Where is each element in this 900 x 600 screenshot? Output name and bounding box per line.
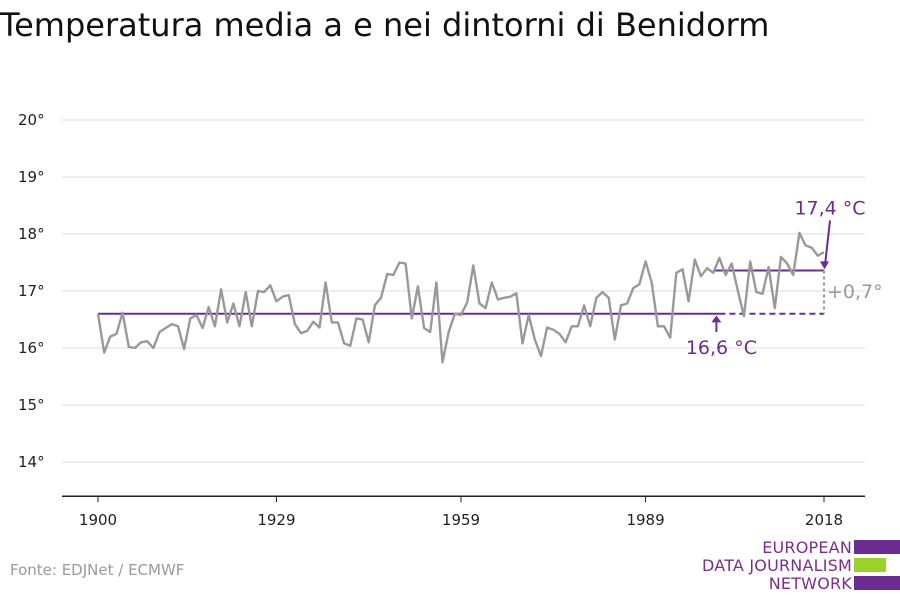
x-tick-label: 1989 [626, 511, 664, 529]
arrowhead-recent-mean [820, 261, 829, 270]
y-tick-label: 15° [18, 396, 45, 414]
annotations-layer: 17,4 °C 16,6 °C +0,7° [686, 197, 883, 359]
series-layer [96, 231, 825, 364]
temperature-line-chart: 14° 15° 16° 17° 18° 19° 20° 1900 1929 1959 1989 201… [18, 111, 883, 529]
x-tick-label: 1959 [442, 511, 480, 529]
y-tick-label: 16° [18, 339, 45, 357]
arrow-recent-mean [824, 220, 831, 266]
x-tick-label: 1929 [257, 511, 295, 529]
x-tick-label: 2018 [805, 511, 843, 529]
edjnet-logo: EUROPEAN DATA JOURNALISM NETWORK [700, 538, 900, 598]
grid-layer [62, 119, 865, 463]
logo-bar-green [854, 558, 900, 572]
logo-line-3: NETWORK [768, 574, 852, 593]
y-tick-label: 19° [18, 168, 45, 186]
reference-lines-layer [98, 269, 825, 315]
chart-title: Temperatura media a e nei dintorni di Be… [0, 6, 770, 44]
annotation-baseline-mean: 16,6 °C [686, 337, 757, 359]
y-tick-label: 18° [18, 225, 45, 243]
source-note: Fonte: EDJNet / ECMWF [10, 561, 185, 579]
y-tick-label: 17° [18, 282, 45, 300]
logo-line-1: EUROPEAN [762, 538, 852, 557]
logo-line-2: DATA JOURNALISM [702, 556, 852, 575]
axis-layer: 14° 15° 16° 17° 18° 19° 20° 1900 1929 1959 1989 201… [18, 111, 865, 529]
annotation-recent-mean: 17,4 °C [794, 197, 865, 219]
logo-bar-purple-1 [854, 540, 900, 554]
x-tick-label: 1900 [79, 511, 117, 529]
arrowhead-baseline-mean [711, 315, 722, 323]
temperature-series-line [96, 231, 825, 364]
y-tick-label: 14° [18, 453, 45, 471]
logo-bar-purple-2 [854, 576, 900, 590]
y-tick-label: 20° [18, 111, 45, 129]
annotation-difference: +0,7° [827, 281, 883, 303]
